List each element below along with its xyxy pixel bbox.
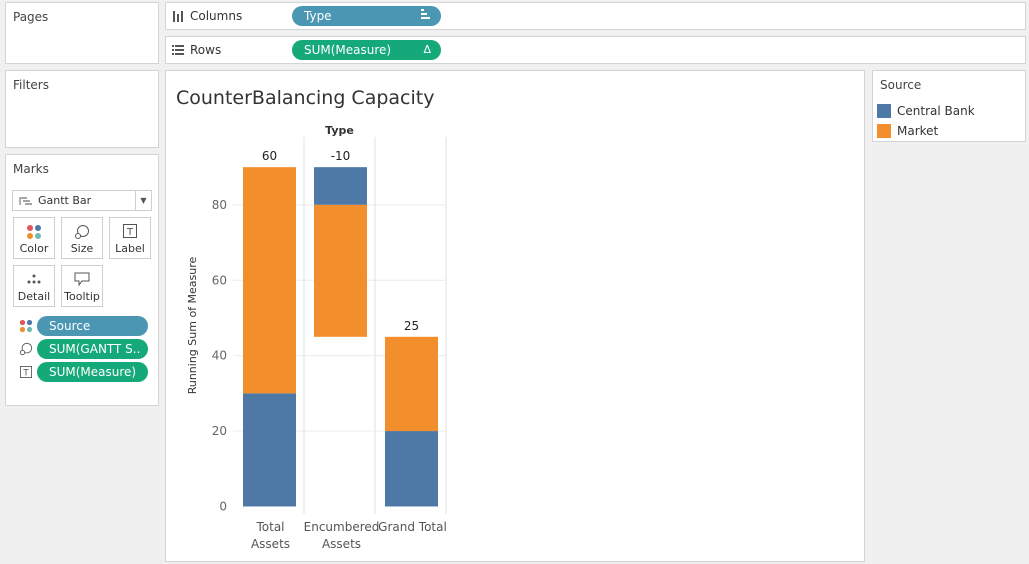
bar-segment-market (243, 167, 296, 394)
x-category-label: Assets (322, 537, 361, 551)
detail-icon (14, 272, 54, 286)
columns-label: Columns (190, 9, 243, 23)
type-pill[interactable]: Type (292, 6, 441, 26)
x-category-label: Grand Total (378, 520, 447, 534)
pages-card[interactable]: Pages (5, 2, 159, 64)
marks-title: Marks (13, 162, 49, 176)
x-category-label: Encumbered (304, 520, 380, 534)
columns-icon (173, 10, 183, 22)
bar-total-label: 25 (404, 319, 419, 333)
bar-segment-market (385, 336, 438, 432)
gantt-size-pill[interactable]: SUM(GANTT S.. (37, 339, 148, 359)
detail-button-label: Detail (17, 290, 51, 303)
bar-segment-market (314, 204, 367, 337)
chart-view: CounterBalancing Capacity Type 0 20 40 60 80 R… (165, 70, 865, 562)
color-dots-icon (14, 224, 54, 240)
mark-type-dropdown[interactable]: Gantt Bar ▼ (12, 190, 152, 211)
tooltip-icon (62, 272, 102, 286)
y-tick-label: 20 (212, 424, 227, 438)
legend-item-central-bank[interactable]: Central Bank (877, 104, 975, 118)
bar-total-label: -10 (331, 149, 351, 163)
label-button-label: Label (115, 242, 145, 255)
tooltip-button-label: Tooltip (64, 290, 100, 303)
legend-card: Source Central Bank Market (872, 70, 1026, 142)
filters-title: Filters (13, 78, 49, 92)
chevron-down-icon[interactable]: ▼ (135, 191, 151, 210)
marks-field-source[interactable]: Source (18, 316, 148, 336)
size-icon (62, 224, 102, 240)
columns-shelf[interactable]: Columns Type (165, 2, 1026, 30)
color-dots-icon (18, 319, 34, 333)
marks-card: Marks Gantt Bar ▼ Color Size (5, 154, 159, 406)
chart-svg: Type 0 20 40 60 80 Running Sum of Measure 60 -10… (186, 124, 447, 551)
measure-pill-label: SUM(Measure) (304, 43, 392, 57)
label-icon: T (18, 366, 34, 378)
size-button-label: Size (70, 242, 94, 255)
columns-shelf-label: Columns (172, 9, 242, 23)
rows-shelf[interactable]: Rows SUM(Measure) Δ (165, 36, 1026, 64)
gantt-bar-icon (19, 196, 32, 205)
chart-title: CounterBalancing Capacity (176, 87, 435, 109)
marks-field-gantt-size[interactable]: SUM(GANTT S.. (18, 339, 148, 359)
svg-text:T: T (126, 227, 134, 238)
bar-segment-central-bank (243, 393, 296, 507)
y-tick-label: 0 (219, 499, 227, 513)
tooltip-button[interactable]: Tooltip (61, 265, 103, 307)
detail-button[interactable]: Detail (13, 265, 55, 307)
svg-text:T: T (22, 368, 29, 378)
color-button-label: Color (19, 242, 49, 255)
legend-label: Market (897, 124, 939, 138)
y-tick-label: 40 (212, 349, 227, 363)
measure-label-pill[interactable]: SUM(Measure) (37, 362, 148, 382)
rows-label: Rows (190, 43, 222, 57)
marks-field-measure[interactable]: T SUM(Measure) (18, 362, 148, 382)
mark-type-label: Gantt Bar (38, 194, 92, 207)
bar-segment-central-bank (314, 167, 367, 205)
label-button[interactable]: T Label (109, 217, 151, 259)
pages-title: Pages (13, 10, 49, 24)
y-tick-label: 80 (212, 198, 227, 212)
y-axis-title: Running Sum of Measure (186, 256, 199, 394)
legend-title: Source (880, 78, 922, 92)
bar-segment-central-bank (385, 431, 438, 507)
x-category-label: Assets (251, 537, 290, 551)
label-icon: T (110, 224, 150, 238)
y-tick-label: 60 (212, 273, 227, 287)
legend-swatch (877, 124, 891, 138)
measure-pill[interactable]: SUM(Measure) Δ (292, 40, 441, 60)
delta-icon: Δ (423, 43, 431, 56)
column-header-type: Type (325, 124, 354, 137)
type-pill-label: Type (304, 9, 332, 23)
source-pill[interactable]: Source (37, 316, 148, 336)
x-category-label: Total (255, 520, 284, 534)
size-button[interactable]: Size (61, 217, 103, 259)
bar-total-label: 60 (262, 149, 277, 163)
filters-card[interactable]: Filters (5, 70, 159, 148)
size-icon (18, 342, 34, 356)
legend-swatch (877, 104, 891, 118)
legend-item-market[interactable]: Market (877, 124, 938, 138)
sort-ascending-icon[interactable] (421, 6, 431, 26)
legend-label: Central Bank (897, 104, 975, 118)
rows-shelf-label: Rows (172, 43, 221, 57)
color-button[interactable]: Color (13, 217, 55, 259)
rows-icon (172, 45, 184, 55)
